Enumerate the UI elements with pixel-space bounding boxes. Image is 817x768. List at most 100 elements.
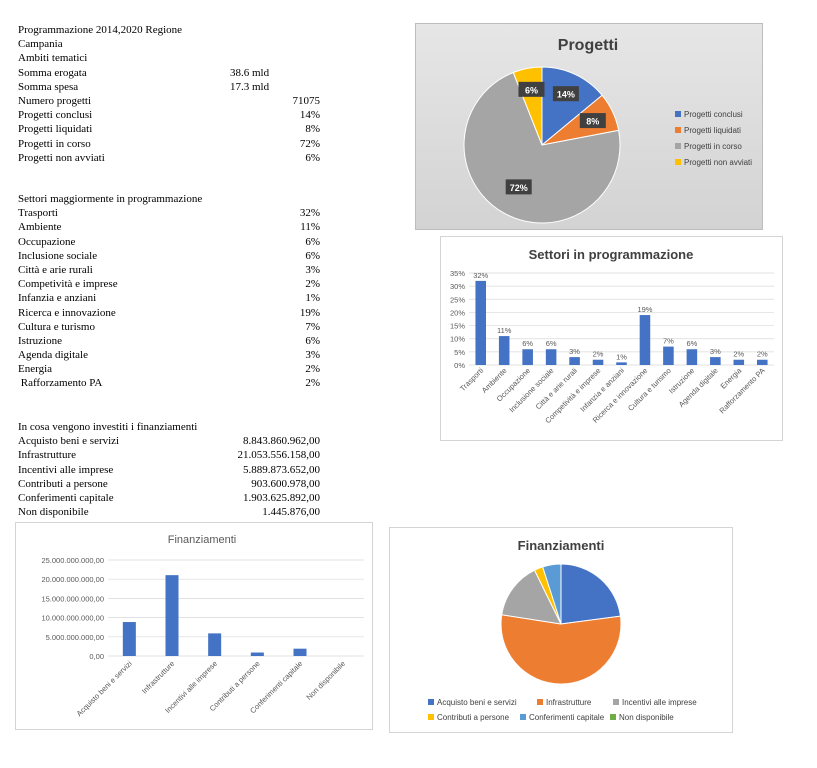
chart-progetti-pie: Progetti 14% 8% 72% 6% Progetti conclusi Proge… <box>415 23 763 230</box>
summary-row: Progetti conclusi 14% <box>18 109 320 122</box>
data-label: 2% <box>593 350 604 359</box>
data-label-box <box>518 81 545 97</box>
table-row: Città e arie rurali 3% <box>18 263 320 276</box>
data-label-box <box>579 113 606 129</box>
table-row: Non disponibile 1.445.876,00 <box>18 506 320 519</box>
summary-block: Programmazione 2014,2020 Regione Campani… <box>18 23 328 165</box>
chart-finanziamenti-bar: Finanziamenti 0,00 5.000.000.000,00 10.000.… <box>15 522 373 730</box>
table-row: Incentivi alle imprese 5.889.873.652,00 <box>18 463 320 476</box>
summary-row: Somma erogata 38.6 mld <box>18 66 270 79</box>
legend-swatch <box>675 127 681 133</box>
data-label: 32% <box>473 271 488 280</box>
bar <box>710 357 721 365</box>
summary-subtitle: Ambiti tematici <box>18 52 88 65</box>
table-row: Ambiente 11% <box>18 221 320 234</box>
bar <box>686 349 698 365</box>
y-tick-label: 10% <box>450 335 465 344</box>
data-label: 2% <box>733 350 744 359</box>
legend-label: Conferimenti capitale <box>529 713 605 722</box>
legend-label: Progetti liquidati <box>684 126 741 135</box>
chart-finanziamenti-pie: Finanziamenti Acquisto beni e servizi Infr… <box>389 527 733 733</box>
legend-swatch <box>613 699 619 705</box>
legend-swatch <box>675 143 681 149</box>
table-row: Conferimenti capitale 1.903.625.892,00 <box>18 491 320 504</box>
data-label: 3% <box>569 347 580 356</box>
table-row: Occupazione 6% <box>18 235 320 248</box>
pie-slice <box>500 614 622 685</box>
y-tick-label: 20% <box>450 308 465 317</box>
legend-swatch <box>537 699 543 705</box>
y-tick-label: 15% <box>450 322 465 331</box>
y-tick-label: 5.000.000.000,00 <box>46 633 104 642</box>
table-row: Cultura e turismo 7% <box>18 320 320 333</box>
y-tick-label: 0,00 <box>89 652 104 661</box>
data-label: 11% <box>497 326 512 335</box>
y-tick-label: 20.000.000.000,00 <box>41 575 104 584</box>
summary-row: Numero progetti 71075 <box>18 94 320 107</box>
table-row: Infanzia e anziani 1% <box>18 292 320 305</box>
data-label: 7% <box>663 337 674 346</box>
table-row: Trasporti 32% <box>18 207 320 220</box>
legend-swatch <box>428 699 434 705</box>
summary-row: Progetti in corso 72% <box>18 137 320 150</box>
data-label: 6% <box>686 339 697 348</box>
data-label: 6% <box>546 339 557 348</box>
y-tick-label: 10.000.000.000,00 <box>41 614 104 623</box>
finanziamenti-bar-svg: Finanziamenti 0,00 5.000.000.000,00 10.000.… <box>41 534 364 718</box>
funding-table: In cosa vengono investiti i finanziament… <box>18 420 328 519</box>
bar <box>498 336 510 365</box>
sectors-table: Settori maggiormente in programmazione T… <box>18 192 328 391</box>
data-label: 6% <box>525 85 538 95</box>
chart-title: Finanziamenti <box>518 538 605 553</box>
bar <box>569 357 580 365</box>
y-tick-label: 35% <box>450 269 465 278</box>
legend-label: Acquisto beni e servizi <box>437 698 517 707</box>
bar <box>475 280 487 365</box>
table-row: Agenda digitale 3% <box>18 349 320 362</box>
y-tick-label: 15.000.000.000,00 <box>41 594 104 603</box>
legend-swatch <box>610 714 616 720</box>
bar <box>545 349 557 365</box>
bar <box>522 349 533 365</box>
chart-title: Finanziamenti <box>168 534 236 546</box>
sectors-table-title: Settori maggiormente in programmazione <box>18 193 203 205</box>
data-label: 3% <box>710 347 721 356</box>
chart-settori-bar: Settori in programmazione 0% 5% 10% 15% 20% 25… <box>440 236 783 441</box>
x-tick-label: Cultura e turismo <box>626 366 673 413</box>
table-row: Inclusione sociale 6% <box>18 249 320 262</box>
x-tick-label: Infrastrutture <box>140 659 176 695</box>
y-tick-label: 25% <box>450 295 465 304</box>
legend-label: Progetti conclusi <box>684 110 743 119</box>
data-label-box <box>505 179 532 195</box>
pie-slice <box>463 71 621 224</box>
funding-table-title: In cosa vengono investiti i finanziament… <box>18 421 198 433</box>
table-row: Competività e imprese 2% <box>18 278 320 291</box>
bar <box>165 575 179 656</box>
x-tick-label: Non disponibile <box>304 659 347 702</box>
summary-row: Progetti non avviati 6% <box>18 151 320 164</box>
bar <box>122 622 136 656</box>
data-label: 19% <box>637 305 652 314</box>
legend-swatch <box>675 111 681 117</box>
pie-slice <box>560 563 622 625</box>
summary-row: Somma spesa 17.3 mld <box>18 80 270 93</box>
y-tick-label: 30% <box>450 282 465 291</box>
bar <box>250 652 264 656</box>
bar <box>756 359 768 365</box>
bar <box>663 346 674 365</box>
legend-label: Progetti non avviati <box>684 158 752 167</box>
y-tick-label: 5% <box>454 348 465 357</box>
summary-title-line2: Campania <box>18 38 63 51</box>
summary-title-line1: Programmazione 2014,2020 Regione <box>18 24 183 36</box>
pie-slice <box>501 569 562 625</box>
legend-swatch <box>675 159 681 165</box>
y-tick-label: 25.000.000.000,00 <box>41 556 104 565</box>
bar <box>208 633 222 656</box>
bar <box>616 362 627 365</box>
x-tick-label: Acquisto beni e servizi <box>75 659 134 718</box>
bar <box>733 359 745 365</box>
data-label-box <box>552 86 579 102</box>
data-label: 6% <box>522 339 533 348</box>
data-label: 2% <box>757 350 768 359</box>
bar <box>639 315 651 365</box>
